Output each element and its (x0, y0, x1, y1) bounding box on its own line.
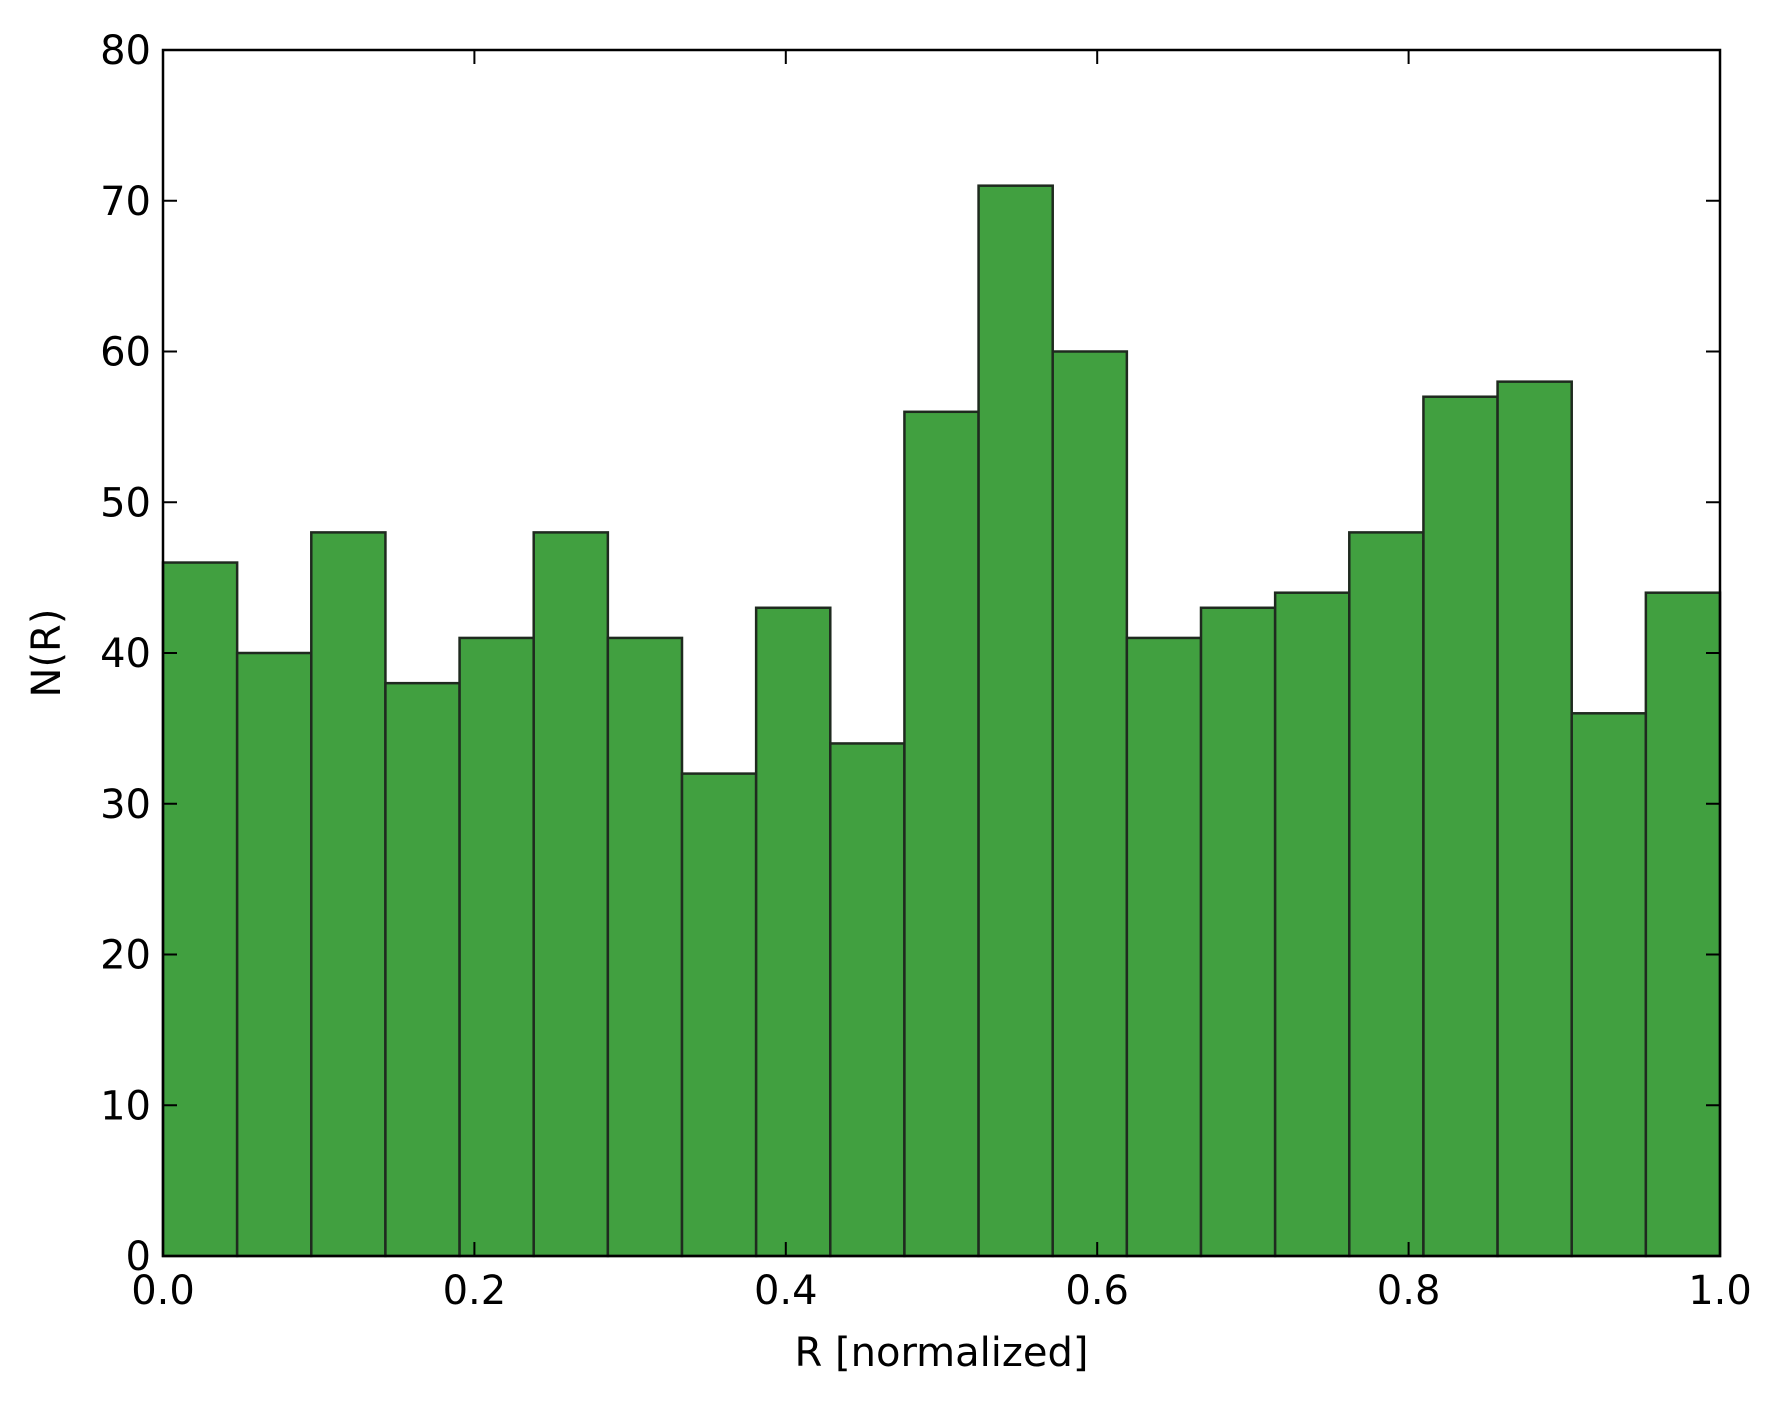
histogram-bar (1273, 591, 1351, 1258)
y-tick-label: 60 (100, 330, 151, 376)
y-tick-label: 0 (126, 1234, 151, 1280)
histogram-bar (1051, 350, 1129, 1258)
y-axis-ticks: 0 10 20 30 40 50 60 70 80 (100, 28, 1720, 1280)
x-tick-label: 0.0 (131, 1268, 195, 1314)
y-tick-label: 50 (100, 480, 151, 526)
histogram-bar (977, 184, 1054, 1258)
histogram-bar (680, 772, 758, 1258)
histogram-bar (1422, 395, 1499, 1258)
histogram-bar (903, 410, 980, 1258)
histogram-bar (1125, 636, 1203, 1258)
y-tick-label: 10 (100, 1083, 151, 1129)
y-tick-label: 70 (100, 179, 151, 225)
y-tick-label: 30 (100, 782, 151, 828)
x-tick-label: 1.0 (1688, 1268, 1752, 1314)
x-tick-label: 0.2 (443, 1268, 507, 1314)
plot-frame (161, 48, 1722, 1258)
histogram-bar (310, 531, 387, 1258)
histogram-bar (1496, 380, 1573, 1258)
x-axis-ticks: 0.0 0.2 0.4 0.6 0.8 1.0 (131, 50, 1752, 1314)
histogram-bar (161, 561, 239, 1258)
x-tick-label: 0.6 (1065, 1268, 1129, 1314)
x-tick-label: 0.8 (1377, 1268, 1441, 1314)
histogram-bar (384, 681, 461, 1258)
y-tick-label: 20 (100, 933, 151, 979)
histogram-bar (532, 531, 610, 1258)
histogram-bars (161, 184, 1722, 1258)
histogram-bar (1199, 606, 1277, 1258)
histogram-bar (1570, 712, 1648, 1258)
x-tick-label: 0.4 (754, 1268, 818, 1314)
histogram-bar (754, 606, 832, 1258)
x-axis-label: R [normalized] (795, 1330, 1089, 1376)
histogram-bar (829, 742, 906, 1258)
histogram-bar (235, 651, 313, 1258)
y-tick-label: 80 (100, 28, 151, 74)
histogram-bar (1644, 591, 1722, 1258)
y-tick-label: 40 (100, 631, 151, 677)
histogram-bar (606, 636, 684, 1258)
histogram-bar (458, 636, 535, 1258)
histogram-bar (1348, 531, 1425, 1258)
y-axis-label: N(R) (24, 609, 70, 698)
